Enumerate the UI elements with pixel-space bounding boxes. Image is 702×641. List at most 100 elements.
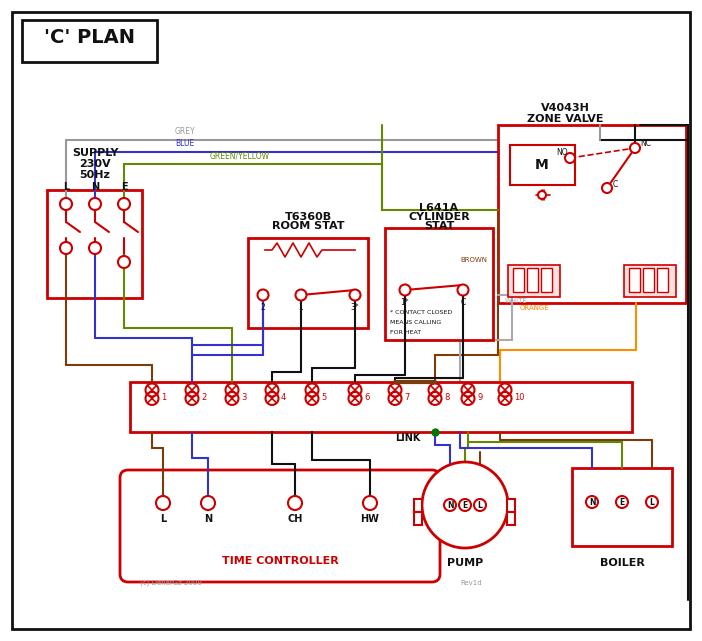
Text: L: L	[477, 501, 482, 510]
Circle shape	[288, 496, 302, 510]
Text: V4043H: V4043H	[541, 103, 590, 113]
Bar	[624, 265, 676, 297]
Circle shape	[201, 496, 215, 510]
Text: ROOM STAT: ROOM STAT	[272, 221, 344, 231]
Text: BOILER: BOILER	[600, 558, 644, 568]
Text: C: C	[613, 179, 618, 188]
Circle shape	[458, 285, 468, 296]
Text: 3*: 3*	[350, 303, 359, 312]
Circle shape	[60, 242, 72, 254]
Text: TIME CONTROLLER: TIME CONTROLLER	[222, 556, 338, 566]
Bar	[657, 268, 668, 292]
Circle shape	[538, 191, 546, 199]
Text: L: L	[649, 497, 654, 506]
Circle shape	[422, 462, 508, 548]
Text: 7: 7	[404, 393, 409, 402]
Circle shape	[89, 198, 101, 210]
Text: 10: 10	[514, 393, 524, 402]
Bar	[508, 265, 560, 297]
Circle shape	[296, 290, 307, 301]
Text: T6360B: T6360B	[284, 212, 331, 222]
Text: N: N	[91, 182, 99, 192]
Text: L641A: L641A	[419, 203, 458, 213]
Text: HW: HW	[361, 514, 380, 524]
Text: 2: 2	[201, 393, 206, 402]
Text: NC: NC	[640, 138, 651, 147]
Text: 4: 4	[281, 393, 286, 402]
Bar	[629, 268, 640, 292]
Text: ORANGE: ORANGE	[520, 305, 550, 311]
Text: (c) DenerGz 2009: (c) DenerGz 2009	[140, 580, 202, 587]
Text: 1: 1	[298, 303, 303, 312]
Text: ZONE VALVE: ZONE VALVE	[526, 114, 603, 124]
Bar	[385, 228, 493, 340]
Circle shape	[399, 285, 411, 296]
Text: GREY: GREY	[175, 127, 196, 136]
Text: E: E	[463, 501, 468, 510]
Text: N: N	[204, 514, 212, 524]
Text: 50Hz: 50Hz	[79, 170, 110, 180]
Bar	[541, 268, 552, 292]
Text: C: C	[461, 298, 465, 307]
Text: CYLINDER: CYLINDER	[408, 212, 470, 222]
Bar	[498, 125, 686, 303]
Bar	[513, 268, 524, 292]
Text: BROWN: BROWN	[460, 257, 487, 263]
Circle shape	[89, 242, 101, 254]
Text: 2: 2	[260, 303, 265, 312]
Circle shape	[646, 496, 658, 508]
Circle shape	[363, 496, 377, 510]
Text: STAT: STAT	[424, 221, 454, 231]
Text: GREEN/YELLOW: GREEN/YELLOW	[210, 151, 270, 160]
Bar	[47, 190, 142, 298]
Text: PUMP: PUMP	[447, 558, 483, 568]
Text: * CONTACT CLOSED: * CONTACT CLOSED	[390, 310, 452, 315]
Text: 230V: 230V	[79, 159, 111, 169]
Text: Rev1d: Rev1d	[460, 580, 482, 586]
Text: N: N	[589, 497, 595, 506]
Text: 8: 8	[444, 393, 449, 402]
Text: LINK: LINK	[395, 433, 420, 443]
Circle shape	[630, 143, 640, 153]
Circle shape	[118, 256, 130, 268]
Bar	[527, 268, 538, 292]
Bar	[22, 20, 157, 62]
Circle shape	[616, 496, 628, 508]
Bar	[248, 238, 368, 328]
Circle shape	[118, 198, 130, 210]
Circle shape	[258, 290, 268, 301]
Text: BLUE: BLUE	[175, 139, 194, 148]
Bar	[507, 499, 515, 512]
Text: L: L	[160, 514, 166, 524]
Text: CH: CH	[287, 514, 303, 524]
Bar	[643, 268, 654, 292]
Text: 'C' PLAN: 'C' PLAN	[44, 28, 135, 47]
Circle shape	[60, 198, 72, 210]
Circle shape	[156, 496, 170, 510]
Circle shape	[459, 499, 471, 511]
Text: 1: 1	[161, 393, 166, 402]
Text: 1*: 1*	[401, 298, 409, 307]
Text: E: E	[619, 497, 625, 506]
Text: 3: 3	[241, 393, 246, 402]
Text: E: E	[121, 182, 127, 192]
Circle shape	[602, 183, 612, 193]
Bar	[572, 468, 672, 546]
Text: 5: 5	[321, 393, 326, 402]
Circle shape	[565, 153, 575, 163]
Bar	[414, 499, 422, 512]
FancyBboxPatch shape	[120, 470, 440, 582]
Text: N: N	[446, 501, 453, 510]
Circle shape	[474, 499, 486, 511]
Circle shape	[350, 290, 361, 301]
Text: SUPPLY: SUPPLY	[72, 148, 118, 158]
Text: 9: 9	[477, 393, 482, 402]
Bar	[510, 145, 575, 185]
Text: WHITE: WHITE	[505, 298, 528, 304]
Bar	[130, 382, 632, 432]
Circle shape	[586, 496, 598, 508]
Text: MEANS CALLING: MEANS CALLING	[390, 320, 442, 325]
Text: NO: NO	[556, 147, 568, 156]
Text: FOR HEAT: FOR HEAT	[390, 330, 421, 335]
Bar	[507, 512, 515, 525]
